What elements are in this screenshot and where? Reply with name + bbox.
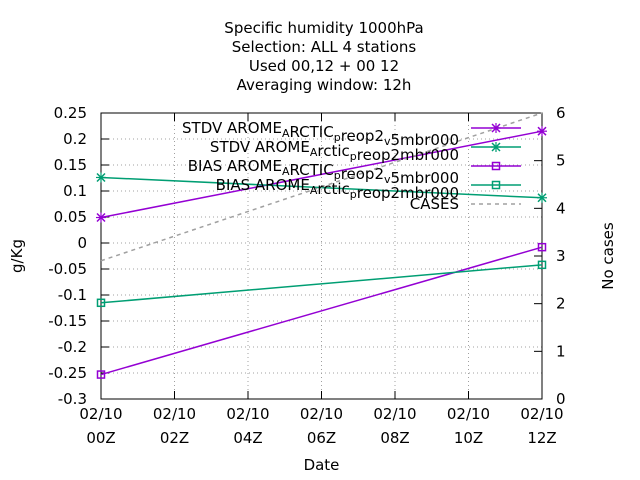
legend-label-5: CASES [410, 195, 459, 213]
x-tick-label-date: 02/10 [226, 405, 269, 423]
series-point-2 [537, 192, 547, 203]
series-point-3 [537, 242, 547, 252]
x-tick-label-hour: 08Z [380, 429, 409, 447]
x-tick-label-hour: 06Z [307, 429, 336, 447]
grid [101, 113, 542, 399]
series [96, 112, 547, 379]
y-axis-label: g/Kg [8, 239, 26, 273]
legend-marker-2 [491, 142, 501, 152]
y-tick-label: 0 [77, 234, 87, 252]
legend-marker-1 [491, 123, 501, 133]
y-tick-label: 0.2 [63, 130, 87, 148]
x-axis-ticks: 02/10 00Z 02/10 02Z 02/10 04Z 02/10 06Z 02/10 08Z… [79, 113, 564, 447]
series-line-3 [100, 246, 543, 376]
x-tick-label-hour: 10Z [454, 429, 483, 447]
x-tick-label-date: 02/10 [79, 405, 122, 423]
y-tick-label: -0.2 [58, 338, 87, 356]
y2-tick-label: 6 [556, 104, 566, 122]
series-point-4 [96, 298, 106, 308]
x-tick-label-hour: 12Z [527, 429, 556, 447]
x-tick-label-hour: 04Z [233, 429, 262, 447]
y2-tick-label: 5 [556, 152, 566, 170]
x-tick-label-date: 02/10 [153, 405, 196, 423]
legend-label-3: BIAS AROMEARCTICpreop2v5mbr000 [188, 157, 459, 187]
series-point-1 [537, 126, 547, 137]
title-line-4: Averaging window: 12h [237, 76, 412, 94]
series-point-2 [96, 172, 106, 183]
y-tick-label: -0.15 [48, 312, 87, 330]
series-point-4 [537, 260, 547, 270]
x-tick-label-hour: 02Z [160, 429, 189, 447]
y-tick-label: 0.1 [63, 182, 87, 200]
y-tick-label: -0.1 [58, 286, 87, 304]
y-axis-ticks: -0.3 -0.25 -0.2 -0.15 -0.1 -0.05 0 0.05 0.1 0.15 0… [48, 104, 109, 408]
x-axis-label: Date [304, 456, 340, 474]
y-tick-label: -0.25 [48, 364, 87, 382]
legend-label-2: STDV AROMEArcticpreop2mbr000 [210, 138, 459, 164]
x-tick-label-date: 02/10 [300, 405, 343, 423]
title-line-1: Specific humidity 1000hPa [224, 19, 423, 37]
y-tick-label: 0.15 [54, 156, 87, 174]
title-line-3: Used 00,12 + 00 12 [249, 57, 399, 75]
x-tick-label-date: 02/10 [373, 405, 416, 423]
x-tick-label-date: 02/10 [447, 405, 490, 423]
legend-label-4: BIAS AROMEArcticpreop2mbr000 [216, 176, 459, 202]
y2-tick-label: 4 [556, 199, 566, 217]
y2-axis-ticks: 0 1 2 3 4 5 6 [534, 104, 566, 408]
x-tick-label-date: 02/10 [520, 405, 563, 423]
title-line-2: Selection: ALL 4 stations [232, 38, 417, 56]
y-tick-label: 0.25 [54, 104, 87, 122]
y2-tick-label: 3 [556, 247, 566, 265]
y2-tick-label: 0 [556, 390, 566, 408]
y-tick-label: -0.05 [48, 260, 87, 278]
y2-axis-label: No cases [599, 222, 617, 290]
legend-label-1: STDV AROMEARCTICpreop2v5mbr000 [182, 119, 459, 149]
y-tick-label: 0.05 [54, 208, 87, 226]
y2-tick-label: 1 [556, 342, 566, 360]
series-line-4 [100, 264, 543, 304]
x-tick-label-hour: 00Z [86, 429, 115, 447]
series-line-5 [100, 112, 543, 262]
series-point-1 [96, 212, 106, 223]
y2-tick-label: 2 [556, 295, 566, 313]
series-line-1 [100, 130, 543, 219]
y-tick-label: -0.3 [58, 390, 87, 408]
legend-marker-4 [491, 180, 501, 190]
legend-marker-3 [491, 161, 501, 171]
series-point-3 [96, 370, 106, 379]
